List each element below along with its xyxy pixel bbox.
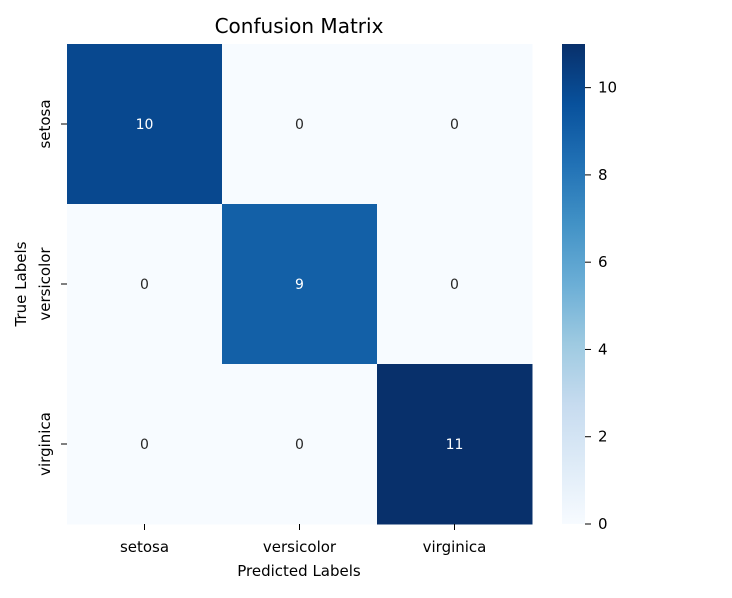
cell-value-label: 0 [295,117,304,133]
cell-value-label: 0 [450,117,459,133]
x-tick-label: setosa [120,538,169,556]
heatmap-cell-0-0 [67,44,223,205]
x-tick-label: versicolor [263,538,337,556]
cell-value-label: 10 [136,117,154,133]
y-axis: setosa versicolor virginica [36,99,67,476]
heatmap-cell-2-1 [222,364,378,525]
heatmap-cell-2-2 [377,364,533,525]
y-axis-label: True Labels [12,241,30,327]
cell-value-label: 0 [450,277,459,293]
heatmap-cell-0-1 [222,44,378,205]
heatmap-cell-1-0 [67,204,223,365]
colorbar-tick-label: 10 [598,79,617,97]
cell-value-label: 0 [140,437,149,453]
cell-value-label: 0 [295,437,304,453]
x-tick-label: virginica [423,538,487,556]
x-axis: setosa versicolor virginica [120,524,486,556]
y-tick-label: versicolor [36,247,54,321]
cell-value-label: 0 [140,277,149,293]
colorbar-tick-label: 6 [598,253,608,271]
chart-title: Confusion Matrix [215,14,384,38]
cell-value-label: 11 [446,437,464,453]
heatmap-cell-labels: 10 0 0 0 9 0 0 0 11 [136,117,464,453]
cell-value-label: 9 [295,277,304,293]
heatmap-cell-2-0 [67,364,223,525]
heatmap-cell-0-2 [377,44,533,205]
colorbar [562,44,585,524]
heatmap-cell-1-2 [377,204,533,365]
colorbar-ticks: 0 2 4 6 8 10 [585,79,617,533]
heatmap-cells [67,44,533,525]
heatmap-cell-1-1 [222,204,378,365]
colorbar-tick-label: 4 [598,340,608,358]
y-tick-label: virginica [36,412,54,476]
x-axis-label: Predicted Labels [237,562,361,580]
colorbar-tick-label: 8 [598,166,608,184]
y-tick-label: setosa [36,99,54,148]
colorbar-tick-label: 2 [598,428,608,446]
colorbar-tick-label: 0 [598,515,608,533]
